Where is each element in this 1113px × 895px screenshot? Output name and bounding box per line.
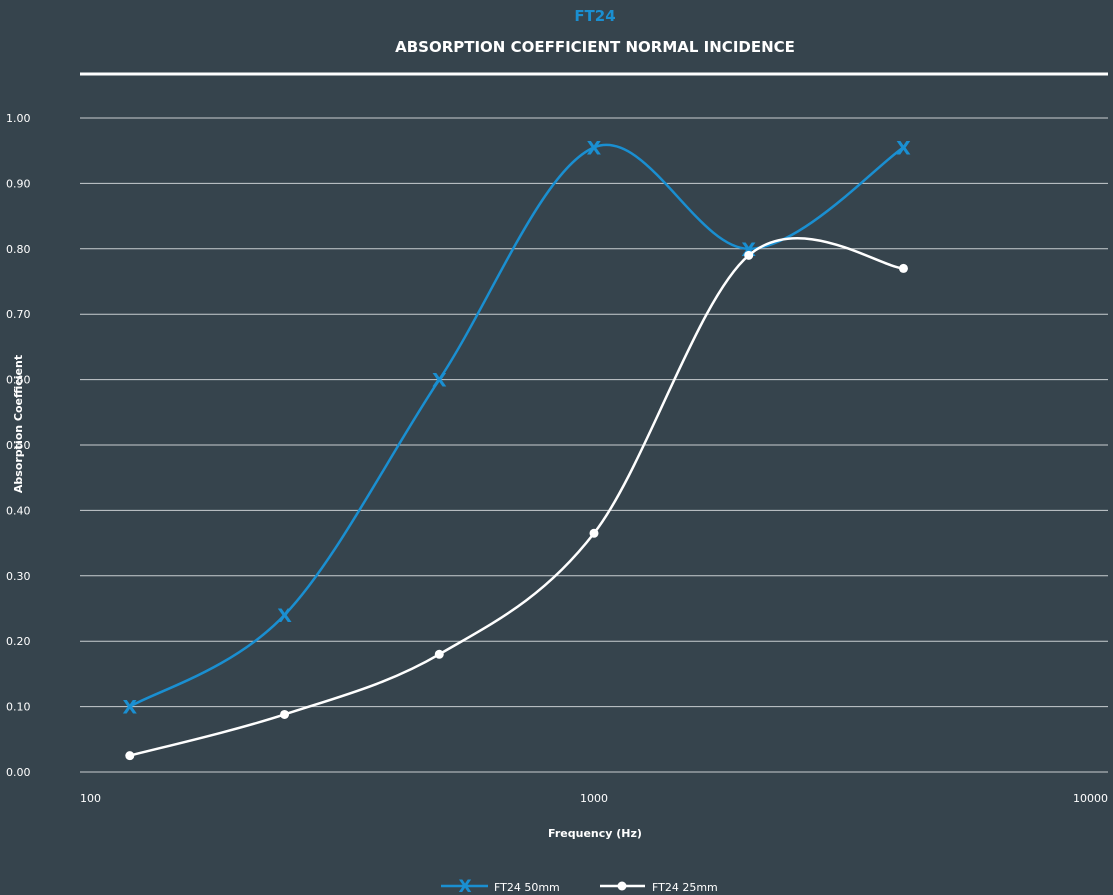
legend-label-50mm: FT24 50mm	[494, 881, 560, 894]
data-point-circle	[125, 751, 135, 761]
data-point-x-marker: X	[277, 605, 292, 627]
data-point-circle	[589, 528, 599, 538]
y-axis-label: Absorption Coefficient	[12, 355, 25, 493]
legend: X FT24 50mm FT24 25mm	[441, 877, 718, 895]
data-point-x-marker: X	[432, 370, 447, 392]
y-tick-label: 0.80	[6, 243, 31, 256]
x-tick-label: 100	[80, 792, 101, 805]
series-line	[129, 236, 904, 757]
y-tick-label: 0.20	[6, 635, 31, 648]
x-tick-label: 10000	[1073, 792, 1108, 805]
data-point-circle	[280, 709, 290, 719]
legend-item-ft24-25mm: FT24 25mm	[600, 881, 718, 894]
y-tick-label: 0.00	[6, 766, 31, 779]
x-tick-labels: 100 1000 10000	[80, 792, 1108, 805]
y-tick-label: 0.10	[6, 701, 31, 714]
grid-lines	[80, 117, 1108, 773]
legend-marker-x-icon: X	[458, 877, 471, 895]
y-tick-label: 0.70	[6, 308, 31, 321]
y-tick-label: 1.00	[6, 112, 31, 125]
data-point-circle	[744, 250, 754, 260]
y-tick-label: 0.30	[6, 570, 31, 583]
chart-title: FT24	[574, 7, 615, 25]
chart-subtitle: ABSORPTION COEFFICIENT NORMAL INCIDENCE	[395, 38, 795, 56]
data-point-circle	[434, 649, 444, 659]
y-tick-label: 0.50	[6, 439, 31, 452]
y-tick-labels: 0.00 0.10 0.20 0.30 0.40 0.50 0.60 0.70 0.80 0.90…	[6, 112, 31, 779]
x-tick-label: 1000	[580, 792, 608, 805]
x-axis-label: Frequency (Hz)	[548, 827, 642, 840]
data-point-circle	[898, 263, 908, 273]
legend-item-ft24-50mm: X FT24 50mm	[441, 877, 560, 895]
y-tick-label: 0.90	[6, 177, 31, 190]
data-point-x-marker: X	[587, 137, 602, 159]
y-tick-label: 0.60	[6, 374, 31, 387]
series-ft24-25mm	[125, 236, 908, 761]
legend-marker-circle-icon	[617, 881, 627, 891]
data-point-x-marker: X	[122, 697, 137, 719]
data-point-x-marker: X	[896, 137, 911, 159]
legend-label-25mm: FT24 25mm	[652, 881, 718, 894]
y-tick-label: 0.40	[6, 504, 31, 517]
series-line	[129, 143, 905, 708]
